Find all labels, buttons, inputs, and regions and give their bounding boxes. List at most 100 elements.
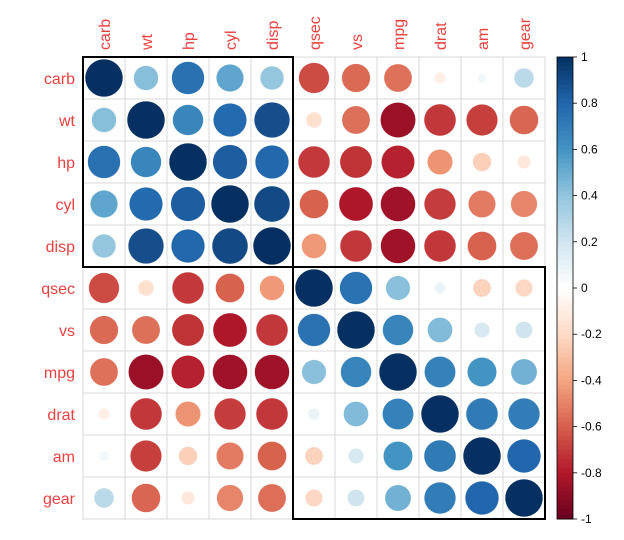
cluster-rectangle bbox=[82, 56, 294, 268]
circle-carb-drat bbox=[434, 72, 446, 84]
colorbar-segment bbox=[557, 306, 573, 312]
circle-wt-qsec bbox=[305, 111, 323, 129]
colorbar-segment bbox=[557, 163, 573, 169]
colorbar-segment bbox=[557, 421, 573, 428]
circle-vs-wt bbox=[131, 315, 161, 345]
circle-carb-mpg bbox=[383, 63, 413, 93]
circle-qsec-hp bbox=[171, 271, 205, 305]
colorbar-segment bbox=[557, 130, 573, 137]
column-label: drat bbox=[433, 22, 450, 50]
circle-qsec-mpg bbox=[385, 275, 411, 301]
column-label: disp bbox=[265, 21, 282, 50]
circle-gear-qsec bbox=[305, 489, 323, 507]
row-label: mpg bbox=[44, 365, 75, 382]
colorbar-segment bbox=[557, 486, 573, 492]
row-label: am bbox=[53, 449, 75, 466]
colorbar-tick-label: 1 bbox=[581, 50, 588, 64]
colorbar-segment bbox=[557, 477, 573, 483]
colorbar-segment bbox=[557, 269, 573, 275]
colorbar-segment bbox=[557, 343, 573, 349]
circle-am-gear bbox=[507, 439, 541, 473]
circle-wt-am bbox=[466, 104, 498, 136]
circle-mpg-hp bbox=[171, 355, 205, 389]
colorbar-segment bbox=[557, 264, 573, 271]
circle-am-cyl bbox=[216, 442, 244, 470]
colorbar-segment bbox=[557, 375, 573, 381]
colorbar-segment bbox=[557, 144, 573, 150]
colorbar-segment bbox=[557, 334, 573, 340]
circle-am-mpg bbox=[383, 441, 413, 471]
circle-mpg-gear bbox=[510, 358, 538, 386]
row-label: vs bbox=[59, 323, 75, 340]
circle-carb-cyl bbox=[216, 64, 244, 92]
circle-disp-cyl bbox=[211, 227, 249, 265]
circle-vs-am bbox=[474, 322, 490, 338]
circle-am-wt bbox=[130, 440, 162, 472]
circle-vs-vs bbox=[336, 310, 376, 350]
colorbar-segment bbox=[557, 449, 573, 455]
circle-disp-qsec bbox=[301, 233, 327, 259]
circle-vs-cyl bbox=[212, 312, 248, 348]
circle-drat-hp bbox=[175, 401, 201, 427]
colorbar-segment bbox=[557, 426, 573, 432]
circle-qsec-cyl bbox=[215, 273, 245, 303]
colorbar-segment bbox=[557, 251, 573, 257]
circle-qsec-carb bbox=[88, 272, 120, 304]
circle-gear-disp bbox=[257, 483, 287, 513]
circle-carb-wt bbox=[133, 65, 159, 91]
circle-cyl-gear bbox=[510, 190, 538, 218]
circle-hp-wt bbox=[130, 146, 162, 178]
row-label: drat bbox=[47, 407, 75, 424]
circle-am-carb bbox=[99, 451, 109, 461]
colorbar-segment bbox=[557, 500, 573, 506]
circle-gear-vs bbox=[347, 489, 365, 507]
circle-drat-gear bbox=[508, 398, 540, 430]
circle-mpg-drat bbox=[424, 356, 456, 388]
colorbar-segment bbox=[557, 237, 573, 243]
colorbar-segment bbox=[557, 227, 573, 234]
colorbar-segment bbox=[557, 454, 573, 460]
circle-wt-gear bbox=[509, 105, 539, 135]
circle-cyl-wt bbox=[129, 187, 163, 221]
circle-disp-gear bbox=[509, 231, 539, 261]
circle-cyl-drat bbox=[424, 188, 456, 220]
colorbar-tick-label: -0.8 bbox=[581, 466, 602, 480]
colorbar-tick-label: 0.2 bbox=[581, 235, 598, 249]
circle-drat-carb bbox=[98, 408, 110, 420]
circle-hp-carb bbox=[87, 145, 121, 179]
circle-carb-carb bbox=[84, 58, 124, 98]
colorbar-segment bbox=[557, 403, 573, 409]
column-label: mpg bbox=[391, 19, 408, 50]
circle-vs-gear bbox=[515, 321, 533, 339]
circle-wt-mpg bbox=[380, 102, 416, 138]
colorbar-segment bbox=[557, 412, 573, 418]
colorbar-segment bbox=[557, 260, 573, 266]
colorbar-segment bbox=[557, 509, 573, 515]
circle-qsec-drat bbox=[434, 282, 446, 294]
column-label: wt bbox=[139, 33, 156, 51]
colorbar-tick-label: 0 bbox=[581, 281, 588, 295]
colorbar-segment bbox=[557, 366, 573, 372]
row-label: wt bbox=[58, 113, 76, 130]
colorbar-segment bbox=[557, 297, 573, 303]
colorbar-segment bbox=[557, 255, 573, 261]
circle-cyl-carb bbox=[90, 190, 118, 218]
circle-wt-cyl bbox=[213, 103, 247, 137]
circle-hp-hp bbox=[168, 142, 208, 182]
circle-cyl-mpg bbox=[380, 186, 416, 222]
column-label: qsec bbox=[307, 16, 324, 50]
colorbar-segment bbox=[557, 140, 573, 146]
circle-mpg-wt bbox=[128, 354, 164, 390]
colorbar-segment bbox=[557, 84, 573, 90]
colorbar-segment bbox=[557, 278, 573, 284]
colorbar-segment bbox=[557, 338, 573, 344]
colorbar-segment bbox=[557, 103, 573, 109]
circle-drat-drat bbox=[420, 394, 460, 434]
circle-cyl-am bbox=[468, 190, 496, 218]
circle-mpg-qsec bbox=[301, 359, 327, 385]
colorbar-segment bbox=[557, 440, 573, 446]
circle-qsec-am bbox=[472, 278, 492, 298]
circle-qsec-qsec bbox=[294, 268, 334, 308]
colorbar-segment bbox=[557, 458, 573, 465]
colorbar-segment bbox=[557, 232, 573, 238]
